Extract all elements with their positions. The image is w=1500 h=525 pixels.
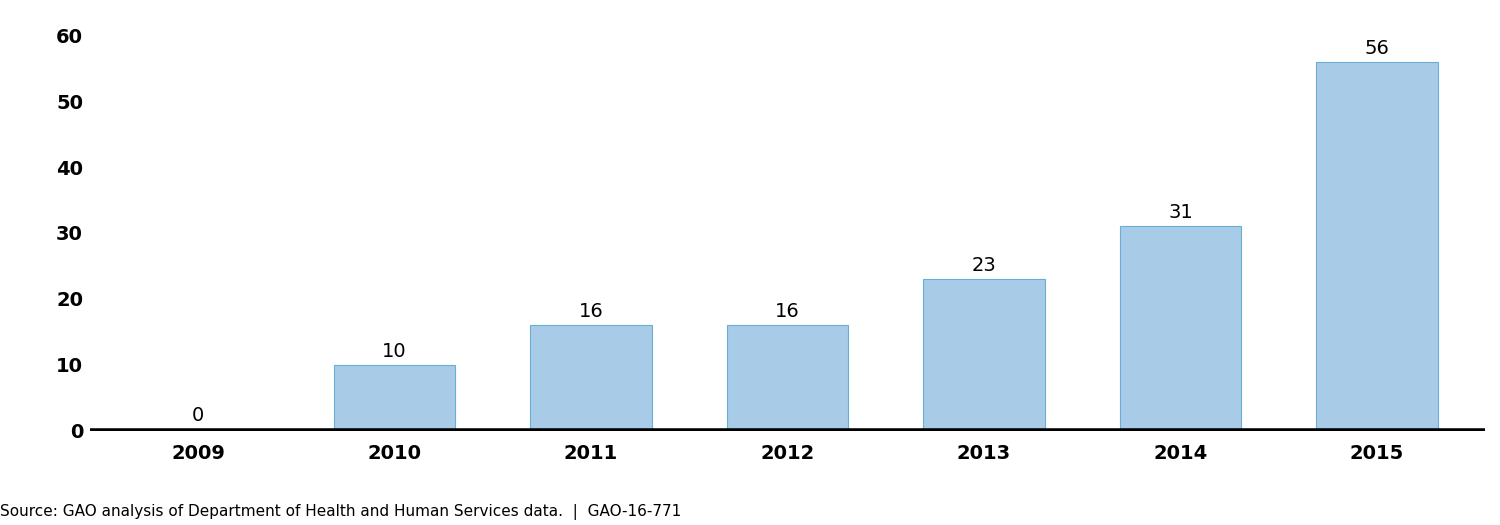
Bar <box>530 325 652 430</box>
Bar <box>333 365 456 430</box>
Bar <box>726 325 849 430</box>
Bar <box>1119 226 1242 430</box>
Text: 16: 16 <box>579 302 603 321</box>
Text: 16: 16 <box>776 302 800 321</box>
Text: Source: GAO analysis of Department of Health and Human Services data.  |  GAO-16: Source: GAO analysis of Department of He… <box>0 504 681 520</box>
Text: 0: 0 <box>192 406 204 425</box>
Bar <box>922 279 1046 430</box>
Text: 10: 10 <box>382 342 406 361</box>
Text: 23: 23 <box>972 256 996 275</box>
Text: 56: 56 <box>1365 39 1389 58</box>
Text: 31: 31 <box>1168 204 1192 223</box>
Bar <box>1316 62 1438 430</box>
